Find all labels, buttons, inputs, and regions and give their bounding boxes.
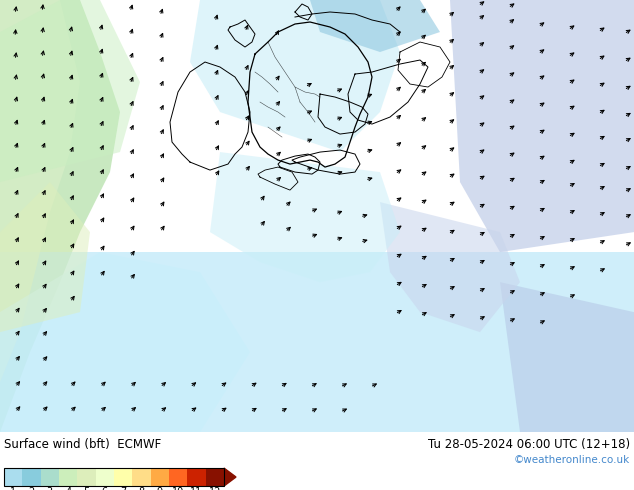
Text: Tu 28-05-2024 06:00 UTC (12+18): Tu 28-05-2024 06:00 UTC (12+18) xyxy=(428,438,630,451)
Polygon shape xyxy=(380,202,520,332)
FancyArrow shape xyxy=(224,468,236,486)
Bar xyxy=(4,468,22,486)
Polygon shape xyxy=(0,182,90,332)
Bar xyxy=(4,468,224,486)
Polygon shape xyxy=(500,282,634,432)
Polygon shape xyxy=(190,0,400,152)
Text: 1: 1 xyxy=(10,487,16,490)
Text: 4: 4 xyxy=(65,487,71,490)
Text: ©weatheronline.co.uk: ©weatheronline.co.uk xyxy=(514,455,630,465)
Bar xyxy=(169,468,187,486)
Bar xyxy=(133,468,151,486)
Text: 12: 12 xyxy=(209,487,221,490)
Bar xyxy=(96,468,114,486)
Polygon shape xyxy=(0,0,140,182)
Text: 7: 7 xyxy=(120,487,126,490)
Polygon shape xyxy=(0,0,120,432)
Bar xyxy=(41,468,59,486)
Polygon shape xyxy=(210,152,400,282)
Text: 8: 8 xyxy=(138,487,145,490)
Polygon shape xyxy=(450,0,634,252)
Text: 10: 10 xyxy=(172,487,184,490)
Text: Surface wind (bft)  ECMWF: Surface wind (bft) ECMWF xyxy=(4,438,161,451)
Text: 2: 2 xyxy=(29,487,35,490)
Bar xyxy=(114,468,133,486)
Bar xyxy=(59,468,77,486)
Bar xyxy=(187,468,205,486)
Text: 9: 9 xyxy=(157,487,163,490)
Text: 6: 6 xyxy=(102,487,108,490)
Text: 5: 5 xyxy=(84,487,89,490)
Text: 3: 3 xyxy=(47,487,53,490)
Polygon shape xyxy=(310,0,440,52)
Polygon shape xyxy=(0,252,250,432)
Text: 11: 11 xyxy=(190,487,203,490)
Bar xyxy=(205,468,224,486)
Bar xyxy=(77,468,96,486)
Bar xyxy=(151,468,169,486)
Bar xyxy=(22,468,41,486)
Polygon shape xyxy=(0,252,634,432)
Polygon shape xyxy=(0,0,80,382)
